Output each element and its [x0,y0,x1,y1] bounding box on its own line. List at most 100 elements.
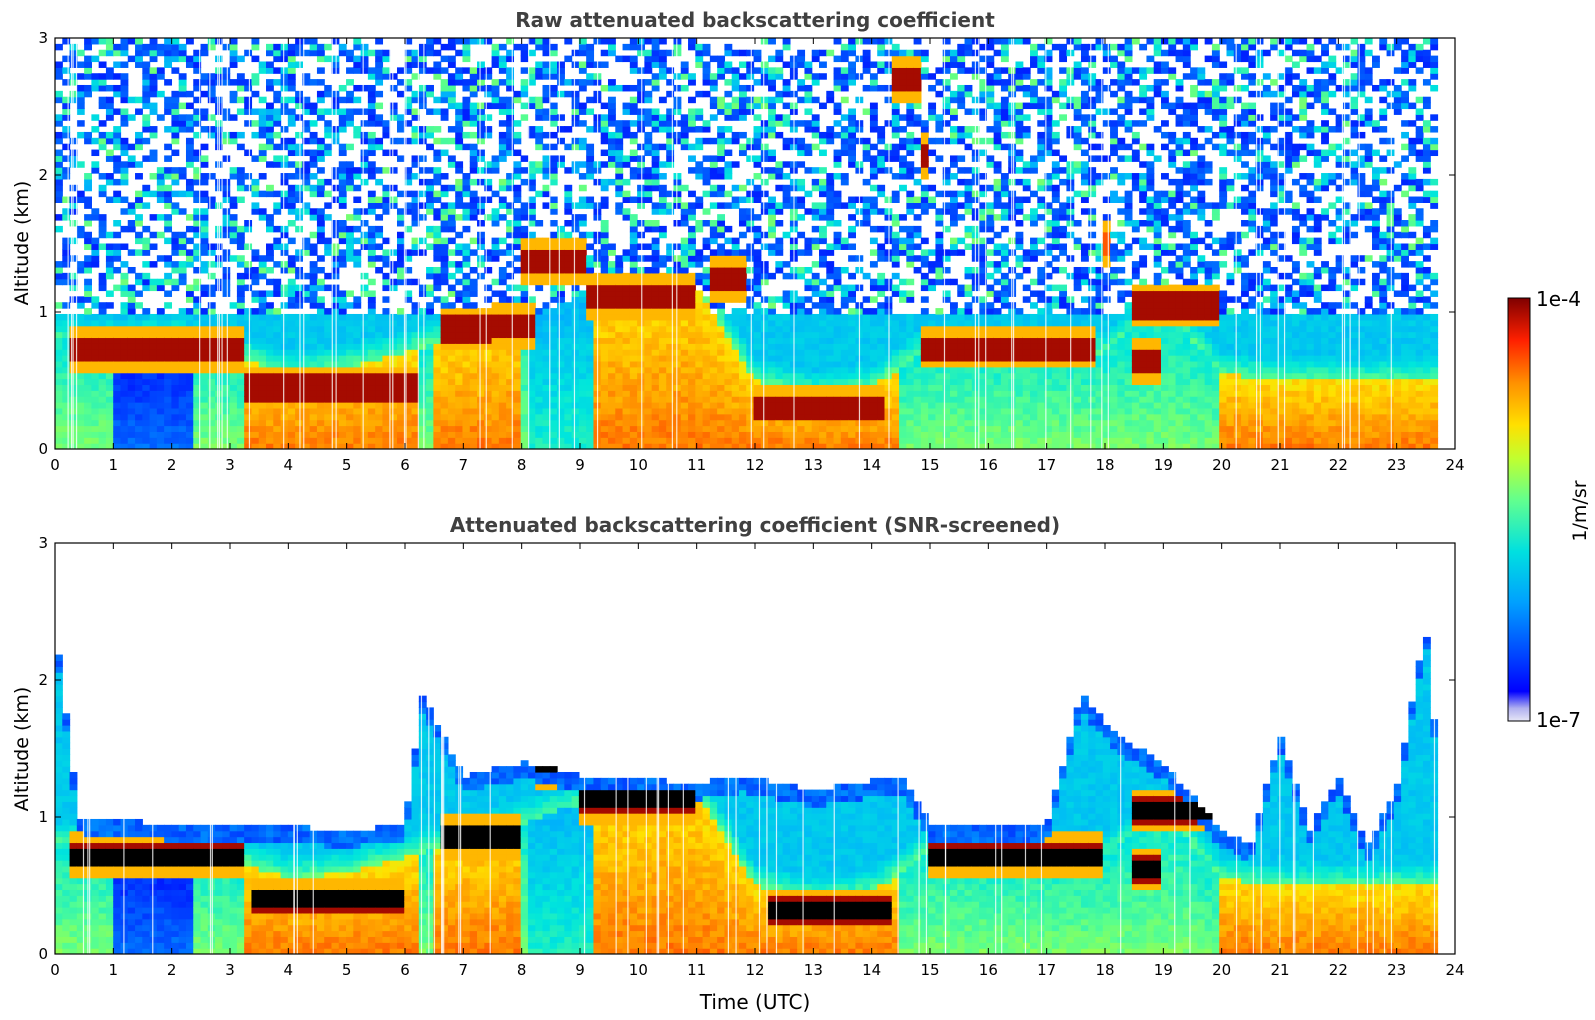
heatmap-cell [629,231,638,239]
heatmap-cell [644,390,653,397]
heatmap-cell [164,184,173,192]
heatmap-cell [338,255,347,262]
heatmap-cell [346,96,354,104]
heatmap-cell [506,319,515,327]
heatmap-cell [273,96,282,104]
heatmap-cell [709,167,718,174]
heatmap-cell [564,443,573,449]
heatmap-cell [171,114,180,121]
heatmap-cell [251,360,260,368]
heatmap-cell [426,319,434,327]
heatmap-cell [84,355,92,362]
heatmap-cell [447,96,456,104]
heatmap-cell [287,114,296,121]
heatmap-cell [324,319,333,327]
heatmap-cell [353,61,362,68]
heatmap-cell [644,38,653,45]
heatmap-cell [353,331,362,339]
heatmap-cell [266,302,274,309]
heatmap-cell [113,61,122,68]
heatmap-cell [782,396,791,403]
heatmap-cell [775,202,784,209]
heatmap-cell [418,237,427,245]
heatmap-cell [287,325,296,333]
heatmap-cell [258,443,267,449]
heatmap-cell [346,343,354,350]
heatmap-cell [513,137,522,145]
heatmap-cell [608,137,616,145]
heatmap-cell [302,237,311,245]
heatmap-cell [775,208,784,215]
heatmap-cell [91,126,100,133]
heatmap-cell [600,366,609,374]
heatmap-cell [615,184,624,192]
heatmap-cell [695,396,704,403]
heatmap-cell [717,155,726,162]
heatmap-cell [389,108,398,115]
heatmap-cell [469,161,478,168]
heatmap-cell [426,337,434,344]
heatmap-cell [149,278,158,286]
heatmap-cell [324,407,333,415]
heatmap-cell [724,137,733,145]
heatmap-cell [244,243,253,250]
heatmap-cell [360,319,369,327]
heatmap-cell [535,337,544,344]
heatmap-cell [549,290,558,297]
heatmap-cell [295,96,303,104]
heatmap-cell [382,190,391,198]
heatmap-cell [404,437,413,444]
heatmap-cell [440,90,449,98]
heatmap-cell [775,184,784,192]
heatmap-cell [426,419,434,427]
heatmap-cell [295,38,303,45]
heatmap-cell [331,443,340,449]
heatmap-cell [520,378,529,386]
heatmap-cell [309,384,318,391]
heatmap-cell [382,184,391,192]
heatmap-cell [338,43,347,51]
heatmap-cell [600,384,609,391]
heatmap-cell [462,202,471,209]
heatmap-cell [360,237,369,245]
heatmap-cell [564,372,573,380]
heatmap-cell [76,396,85,403]
heatmap-cell [185,355,194,362]
heatmap-cell [302,349,311,356]
heatmap-cell [287,372,296,380]
heatmap-cell [469,349,478,356]
heatmap-cell [600,431,609,438]
heatmap-cell [113,419,122,427]
heatmap-cell [193,396,202,403]
heatmap-cell [775,96,784,104]
heatmap-cell [527,131,536,139]
heatmap-cell [622,284,631,292]
heatmap-cell [564,220,573,227]
heatmap-cell [222,413,231,421]
heatmap-cell [462,355,471,362]
heatmap-cell [324,308,333,315]
heatmap-cell [346,114,354,121]
heatmap-cell [418,360,427,368]
heatmap-cell [127,331,136,339]
heatmap-cell [477,355,485,362]
heatmap-cell [702,126,711,133]
heatmap-cell [571,143,580,151]
heatmap-cell [549,355,558,362]
heatmap-cell [746,214,755,221]
heatmap-cell [578,337,587,344]
heatmap-cell [375,38,384,45]
heatmap-cell [76,443,85,449]
heatmap-cell [666,137,675,145]
heatmap-cell [113,220,122,227]
heatmap-cell [156,190,165,198]
heatmap-cell [651,343,660,350]
heatmap-cell [113,196,122,203]
heatmap-cell [338,331,347,339]
heatmap-cell [469,337,478,344]
heatmap-cell [309,425,318,432]
heatmap-cell [280,137,289,145]
heatmap-cell [447,431,456,438]
heatmap-cell [746,196,755,203]
heatmap-cell [768,390,776,397]
